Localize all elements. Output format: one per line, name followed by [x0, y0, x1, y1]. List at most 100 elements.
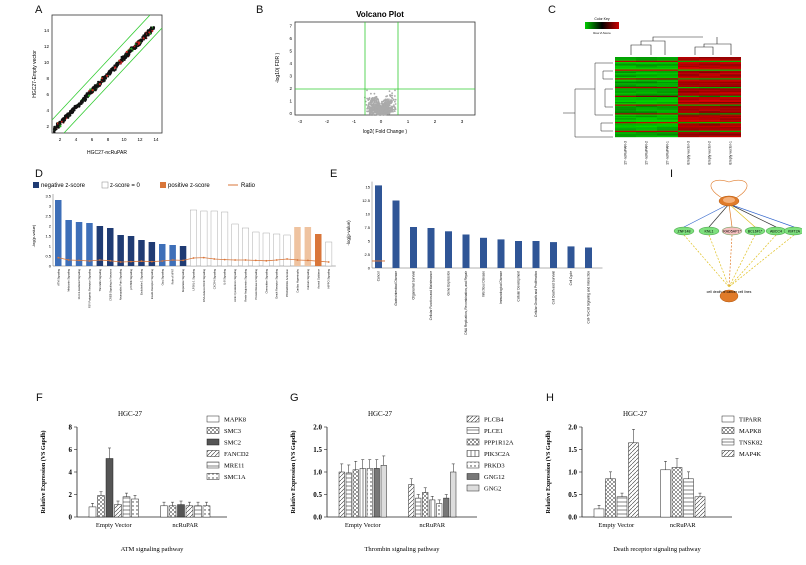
panel-b-point — [394, 98, 397, 101]
panel-i-target-node — [719, 289, 739, 303]
panel-c-cell — [615, 122, 636, 124]
panel-a-point — [140, 40, 143, 43]
legend-negative: negative z-score — [41, 183, 86, 189]
panel-c-cell — [615, 132, 636, 134]
panel-c-cell — [657, 83, 678, 85]
bar-mre11 — [122, 496, 131, 518]
bar-fancd2 — [114, 504, 122, 518]
panel-c-cell — [657, 64, 678, 66]
panel-c-cell — [636, 110, 657, 113]
panel-b-point — [383, 103, 386, 106]
panel-c-cell — [657, 89, 678, 91]
panel-d-bar-label: LPS/IL-1 Signaling — [191, 268, 195, 290]
panel-c-cell — [657, 85, 678, 88]
panel-c-column-label: HGC27-ncRuPAR-3 — [624, 141, 628, 165]
panel-c-cell — [636, 125, 657, 128]
panel-c-cell — [615, 72, 636, 74]
panel-d-bar-label: Calcium Signaling — [306, 268, 310, 289]
legend-swatch — [466, 427, 480, 434]
panel-c-cell — [699, 60, 720, 63]
panel-c-cell — [657, 90, 678, 93]
panel-d-bar — [283, 234, 291, 267]
panel-c-cell — [615, 123, 636, 125]
panel-d-bar-label: Neuropathic Pain Signaling — [119, 268, 123, 300]
panel-c-cell — [678, 128, 699, 130]
panel-c-cell — [657, 95, 678, 98]
panel-c-cell — [615, 130, 636, 133]
panel-c-cell — [657, 77, 678, 79]
panel-c-cell — [720, 67, 741, 69]
panel-c-cell — [615, 64, 636, 66]
bar-chart-ytick: 0 — [69, 514, 73, 522]
legend-swatch — [206, 450, 220, 457]
bar-chart-ytick: 2.0 — [568, 424, 577, 432]
panel-b-point — [373, 92, 376, 95]
legend-label: MAPK8 — [739, 428, 761, 435]
panel-c-cell — [657, 124, 678, 126]
panel-c-cell — [615, 107, 636, 109]
bar-chart-title: HGC-27 — [368, 410, 393, 418]
panel-b-xtick: 1 — [407, 119, 410, 124]
panel-b-point — [392, 110, 394, 113]
panel-c-cell — [699, 69, 720, 71]
panel-c-cell — [615, 77, 636, 79]
panel-d-bar-label: Dopamine Signaling — [181, 268, 185, 292]
panel-c-cell — [720, 109, 741, 111]
panel-c-cell — [699, 94, 720, 96]
panel-d-bar-label: 14-3-3-mediated Signaling — [77, 268, 81, 299]
legend-label: SMC1A — [224, 474, 246, 481]
panel-c-cell — [678, 95, 699, 98]
panel-b-point — [391, 92, 393, 95]
bar-chart-ytick: 0.0 — [313, 514, 322, 522]
panel-c-cell — [720, 114, 741, 116]
panel-c-cell — [615, 94, 636, 96]
panel-a-point — [62, 121, 65, 124]
panel-c-cell — [699, 67, 720, 69]
panel-a-point — [87, 92, 90, 95]
panel-c-cell — [657, 119, 678, 121]
panel-c-cell — [657, 68, 678, 70]
panel-c-cell — [615, 113, 636, 115]
legend-swatch — [466, 473, 480, 480]
bar-plcb4 — [408, 484, 415, 518]
bar-chart-ytick: 2.0 — [313, 424, 322, 432]
panel-c-cell — [699, 92, 720, 94]
panel-c-cell — [615, 114, 636, 116]
panel-a-point — [60, 118, 63, 121]
panel-b-title: Volcano Plot — [356, 10, 404, 19]
panel-d-bar — [96, 226, 104, 266]
panel-b-point — [374, 108, 377, 110]
panel-c-cell — [657, 94, 678, 96]
bar-gng2 — [450, 471, 457, 518]
bar-chart-ytick: 1.5 — [568, 446, 577, 454]
bar-tnsk82 — [683, 478, 694, 518]
panel-c-cell — [636, 67, 657, 69]
panel-c-cell — [678, 87, 699, 89]
panel-c-cell — [615, 124, 636, 126]
panel-c-cell — [720, 60, 741, 63]
panel-d-bar — [200, 210, 208, 267]
legend-zero: z-score = 0 — [110, 183, 141, 189]
panel-b-point — [378, 103, 381, 106]
panel-c-cell — [657, 57, 678, 59]
panel-c-cell — [678, 125, 699, 128]
panel-d-pathways: negative z-score z-score = 0 positive z-… — [31, 181, 336, 308]
panel-c-cell — [678, 84, 699, 86]
bar-chart-category: ncRuPAR — [670, 522, 696, 529]
panel-b-point — [367, 99, 370, 101]
panel-c-cell — [720, 122, 741, 124]
panel-c-cell — [636, 104, 657, 106]
panel-c-cell — [657, 67, 678, 69]
panel-a-point — [54, 128, 57, 131]
panel-i-edge-downstream — [683, 234, 730, 288]
panel-b-volcano: Volcano Plot -3 -2 -1 0 1 2 3 0 1 2 3 4 5 6 7 log2( F… — [275, 10, 476, 135]
panel-c-cell — [699, 68, 720, 70]
panel-c-cell — [720, 103, 741, 105]
panel-c-cell — [636, 129, 657, 131]
panel-c-cell — [720, 68, 741, 70]
panel-c-cell — [636, 94, 657, 96]
panel-c-cell — [657, 87, 678, 89]
panel-e-bar — [585, 247, 592, 268]
panel-c-cell — [720, 127, 741, 129]
panel-c-cell — [657, 134, 678, 136]
